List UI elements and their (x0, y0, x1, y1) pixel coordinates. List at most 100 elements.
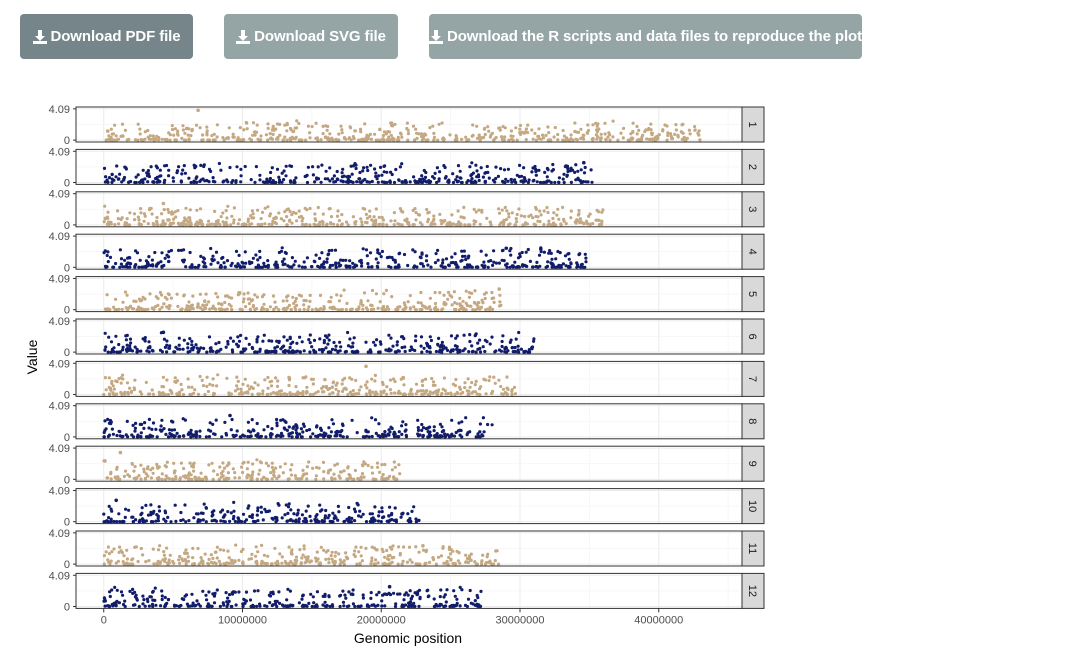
data-point (365, 434, 369, 438)
data-point (479, 166, 483, 170)
data-point (179, 461, 183, 465)
data-point (198, 306, 203, 310)
data-point (327, 513, 331, 517)
data-point (564, 264, 568, 268)
data-point (258, 604, 262, 608)
data-point (682, 135, 686, 139)
data-point (388, 430, 392, 434)
data-point (354, 378, 358, 383)
data-point (112, 519, 116, 524)
data-point (446, 179, 450, 183)
data-point (278, 465, 282, 469)
data-point (203, 261, 207, 265)
data-point (229, 223, 233, 227)
data-point (151, 471, 155, 475)
data-point (155, 220, 159, 224)
data-point (115, 599, 119, 603)
y-tick-label: 4.09 (49, 273, 70, 285)
download-r-scripts-button[interactable]: Download the R scripts and data files to… (429, 14, 862, 59)
data-point (631, 121, 635, 125)
data-point (215, 556, 219, 560)
data-point (555, 213, 559, 217)
data-point (294, 211, 298, 215)
data-point (698, 138, 702, 142)
data-point (361, 307, 365, 311)
data-point (353, 510, 357, 514)
data-point (316, 165, 320, 169)
data-point (374, 558, 378, 562)
data-point (389, 425, 393, 429)
data-point (216, 373, 220, 377)
y-tick-label: 4.09 (49, 485, 70, 497)
data-point (568, 169, 573, 173)
data-point (324, 550, 328, 554)
data-point (461, 299, 465, 303)
data-point (149, 513, 153, 517)
data-point (518, 123, 523, 128)
data-point (488, 559, 492, 563)
data-point (287, 425, 291, 429)
download-svg-label: Download SVG file (254, 28, 386, 45)
data-point (341, 600, 346, 604)
data-point (294, 176, 298, 180)
download-pdf-button[interactable]: Download PDF file (20, 14, 193, 59)
data-point (419, 344, 423, 348)
data-point (156, 559, 160, 563)
data-point (114, 175, 118, 179)
data-point (325, 128, 329, 132)
y-tick-label: 4.09 (49, 358, 70, 370)
data-point (246, 435, 250, 439)
data-point (294, 385, 298, 389)
peak-point (364, 364, 368, 369)
data-point (154, 603, 158, 607)
data-point (214, 291, 218, 296)
data-point (226, 339, 230, 344)
data-point (361, 435, 365, 439)
data-point (561, 138, 565, 142)
data-point (542, 223, 546, 227)
data-point (338, 604, 342, 609)
data-point (174, 215, 178, 219)
data-point (229, 336, 233, 340)
facet-strip (741, 572, 765, 609)
download-svg-button[interactable]: Download SVG file (224, 14, 398, 59)
data-point (214, 418, 218, 422)
data-point (445, 348, 450, 352)
data-point (124, 221, 129, 225)
data-point (331, 380, 336, 384)
data-point (616, 138, 620, 142)
data-point (556, 207, 560, 211)
data-point (437, 336, 441, 340)
data-point (116, 559, 120, 563)
data-point (103, 428, 107, 433)
data-point (334, 387, 338, 391)
data-point (635, 124, 639, 129)
data-point (138, 132, 142, 136)
data-point (441, 546, 445, 550)
data-point (233, 471, 237, 475)
data-point (294, 555, 299, 559)
data-point (257, 472, 261, 476)
data-point (315, 590, 319, 594)
data-point (140, 307, 144, 311)
data-point (178, 347, 182, 351)
data-point (110, 602, 114, 607)
data-point (455, 601, 459, 605)
data-point (400, 180, 404, 184)
data-point (223, 513, 227, 517)
data-point (320, 219, 324, 223)
data-point (199, 163, 203, 167)
data-point (285, 129, 289, 133)
data-point (469, 558, 473, 562)
data-point (488, 305, 492, 309)
data-point (585, 131, 589, 135)
data-point (238, 307, 242, 311)
data-point (181, 258, 185, 262)
data-point (212, 601, 217, 605)
data-point (291, 392, 295, 396)
data-point (275, 559, 280, 563)
x-tick-label: 10000000 (218, 614, 267, 626)
data-point (357, 392, 361, 396)
data-point (120, 180, 124, 184)
data-point (392, 223, 396, 227)
